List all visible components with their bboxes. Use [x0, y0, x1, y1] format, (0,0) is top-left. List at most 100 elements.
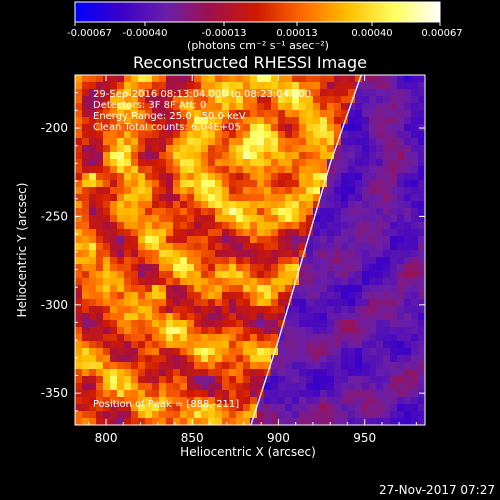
heatmap-cell [362, 320, 370, 328]
heatmap-cell [236, 397, 244, 405]
heatmap-cell [320, 313, 328, 321]
heatmap-cell [264, 313, 272, 321]
heatmap-cell [236, 89, 244, 97]
heatmap-cell [278, 348, 286, 356]
heatmap-cell [257, 257, 265, 265]
heatmap-cell [117, 173, 125, 181]
heatmap-cell [159, 117, 167, 125]
heatmap-cell [376, 215, 384, 223]
heatmap-cell [173, 355, 181, 363]
heatmap-cell [201, 201, 209, 209]
heatmap-cell [75, 306, 83, 314]
heatmap-cell [369, 159, 377, 167]
heatmap-cell [327, 334, 335, 342]
heatmap-cell [187, 327, 195, 335]
heatmap-cell [257, 159, 265, 167]
heatmap-cell [320, 397, 328, 405]
heatmap-cell [411, 138, 419, 146]
heatmap-cell [124, 131, 132, 139]
heatmap-cell [313, 131, 321, 139]
heatmap-cell [243, 369, 251, 377]
heatmap-cell [131, 222, 139, 230]
heatmap-cell [131, 327, 139, 335]
heatmap-cell [215, 89, 223, 97]
heatmap-cell [145, 327, 153, 335]
heatmap-cell [376, 201, 384, 209]
heatmap-cell [82, 376, 90, 384]
heatmap-cell [292, 383, 300, 391]
heatmap-cell [411, 89, 419, 97]
heatmap-cell [355, 299, 363, 307]
annotation-counts: Clean Total counts: 6.04E+05 [93, 122, 241, 133]
heatmap-cell [117, 222, 125, 230]
heatmap-cell [397, 348, 405, 356]
heatmap-cell [369, 250, 377, 258]
heatmap-cell [278, 271, 286, 279]
heatmap-cell [404, 411, 412, 419]
heatmap-cell [320, 327, 328, 335]
heatmap-cell [383, 327, 391, 335]
heatmap-cell [383, 264, 391, 272]
colorbar-tick-label: -0.00013 [202, 28, 247, 39]
heatmap-cell [222, 131, 230, 139]
heatmap-cell [173, 131, 181, 139]
heatmap-cell [187, 131, 195, 139]
heatmap-cell [236, 320, 244, 328]
heatmap-cell [348, 166, 356, 174]
heatmap-cell [278, 173, 286, 181]
heatmap-cell [404, 313, 412, 321]
heatmap-cell [89, 145, 97, 153]
heatmap-cell [152, 243, 160, 251]
heatmap-cell [376, 397, 384, 405]
heatmap-cell [145, 383, 153, 391]
heatmap-cell [320, 278, 328, 286]
heatmap-cell [138, 320, 146, 328]
heatmap-cell [250, 299, 258, 307]
heatmap-cell [110, 166, 118, 174]
heatmap-cell [152, 383, 160, 391]
heatmap-cell [187, 264, 195, 272]
heatmap-cell [271, 201, 279, 209]
heatmap-cell [306, 208, 314, 216]
heatmap-cell [159, 271, 167, 279]
heatmap-cell [194, 215, 202, 223]
heatmap-cell [236, 348, 244, 356]
heatmap-cell [180, 418, 188, 425]
heatmap-cell [369, 222, 377, 230]
heatmap-cell [320, 299, 328, 307]
heatmap-cell [334, 194, 342, 202]
heatmap-cell [355, 250, 363, 258]
heatmap-cell [166, 145, 174, 153]
heatmap-cell [229, 411, 237, 419]
heatmap-cell [201, 229, 209, 237]
heatmap-cell [96, 152, 104, 160]
heatmap-cell [180, 187, 188, 195]
heatmap-cell [124, 187, 132, 195]
heatmap-cell [208, 166, 216, 174]
heatmap-cell [152, 327, 160, 335]
heatmap-cell [383, 166, 391, 174]
heatmap-cell [341, 292, 349, 300]
heatmap-cell [313, 173, 321, 181]
heatmap-cell [376, 187, 384, 195]
heatmap-cell [166, 327, 174, 335]
heatmap-cell [236, 110, 244, 118]
heatmap-cell [138, 292, 146, 300]
heatmap-cell [138, 285, 146, 293]
heatmap-cell [341, 222, 349, 230]
heatmap-cell [131, 355, 139, 363]
heatmap-cell [355, 194, 363, 202]
heatmap-cell [208, 82, 216, 90]
heatmap-cell [159, 397, 167, 405]
heatmap-cell [306, 173, 314, 181]
heatmap-cell [166, 271, 174, 279]
heatmap-cell [285, 418, 293, 425]
heatmap-cell [369, 411, 377, 419]
heatmap-cell [418, 236, 425, 244]
heatmap-cell [215, 404, 223, 412]
heatmap-cell [152, 369, 160, 377]
heatmap-cell [257, 82, 265, 90]
heatmap-cell [229, 131, 237, 139]
heatmap-cell [299, 201, 307, 209]
heatmap-cell [117, 117, 125, 125]
